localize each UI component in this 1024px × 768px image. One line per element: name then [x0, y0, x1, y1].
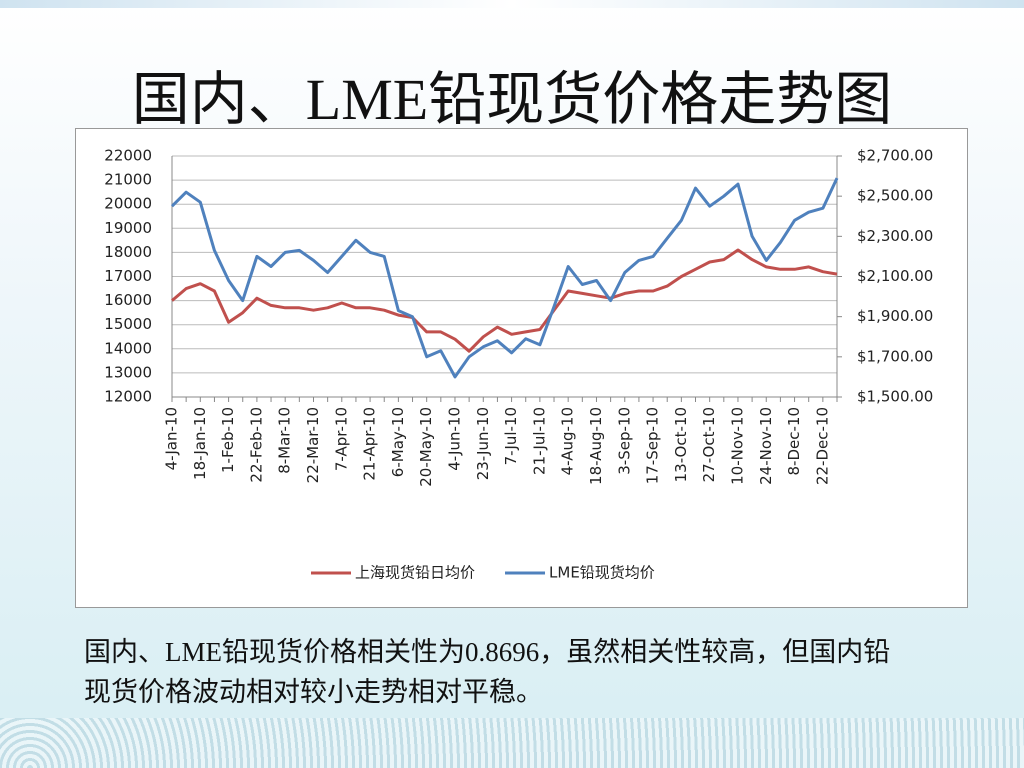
x-tick-label: 21-Apr-10: [361, 407, 379, 481]
y-tick-label: 18000: [104, 243, 152, 261]
x-tick-label: 7-Jul-10: [502, 407, 520, 465]
top-bar: [0, 0, 1024, 8]
x-tick-label: 22-Mar-10: [304, 407, 322, 483]
y2-tick-label: $2,300.00: [857, 227, 933, 245]
legend-label: 上海现货铅日均价: [355, 564, 475, 582]
y2-tick-label: $2,100.00: [857, 267, 933, 285]
wave-decoration: [0, 718, 1024, 768]
y-tick-label: 20000: [104, 195, 152, 213]
series-line: [171, 248, 838, 353]
y-tick-label: 15000: [104, 315, 152, 333]
series-line: [170, 177, 839, 379]
x-tick-label: 18-Aug-10: [587, 407, 605, 485]
x-tick-label: 22-Dec-10: [813, 407, 831, 485]
x-tick-label: 22-Feb-10: [247, 407, 265, 483]
chart: 12000 13000 14000 15000 16000 17000 18000 19000…: [75, 128, 968, 608]
x-tick-label: 23-Jun-10: [474, 407, 492, 480]
x-tick-label: 3-Sep-10: [615, 407, 633, 475]
x-tick-label: 17-Sep-10: [644, 407, 662, 484]
x-tick-label: 4-Jan-10: [163, 407, 181, 470]
x-tick-label: 27-Oct-10: [700, 407, 718, 482]
x-tick-label: 21-Jul-10: [530, 407, 548, 475]
x-tick-label: 6-May-10: [389, 407, 407, 477]
y2-tick-label: $2,700.00: [857, 147, 933, 165]
y2-tick-label: $1,900.00: [857, 307, 933, 325]
y-tick-label: 13000: [104, 363, 152, 381]
x-tick-label: 7-Apr-10: [332, 407, 350, 471]
x-tick-label: 8-Mar-10: [276, 407, 294, 474]
y-tick-label: 16000: [104, 291, 152, 309]
y-tick-label: 22000: [104, 147, 152, 165]
note-text: 国内、LME铅现货价格相关性为0.8696，虽然相关性较高，但国内铅现货价格波动…: [84, 637, 891, 707]
chart-frame: 12000 13000 14000 15000 16000 17000 18000 19000…: [75, 128, 968, 608]
legend-label: LME铅现货均价: [549, 564, 655, 582]
y2-tick-label: $1,700.00: [857, 347, 933, 365]
x-tick-label: 4-Jun-10: [445, 407, 463, 471]
y-tick-label: 17000: [104, 267, 152, 285]
x-tick-label: 1-Feb-10: [219, 407, 237, 473]
y-tick-label: 14000: [104, 339, 152, 357]
x-tick-label: 18-Jan-10: [191, 407, 209, 480]
y-tick-label: 19000: [104, 219, 152, 237]
x-tick-label: 8-Dec-10: [785, 407, 803, 475]
y-tick-label: 21000: [104, 171, 152, 189]
x-tick-label: 20-May-10: [417, 407, 435, 487]
x-tick-label: 10-Nov-10: [728, 407, 746, 485]
y2-tick-label: $2,500.00: [857, 187, 933, 205]
x-tick-label: 13-Oct-10: [672, 407, 690, 482]
y2-tick-label: $1,500.00: [857, 388, 933, 406]
slide-title: 国内、LME铅现货价格走势图: [131, 67, 893, 132]
x-tick-label: 4-Aug-10: [559, 407, 577, 475]
y-tick-label: 12000: [104, 388, 152, 406]
x-tick-label: 24-Nov-10: [757, 407, 775, 485]
